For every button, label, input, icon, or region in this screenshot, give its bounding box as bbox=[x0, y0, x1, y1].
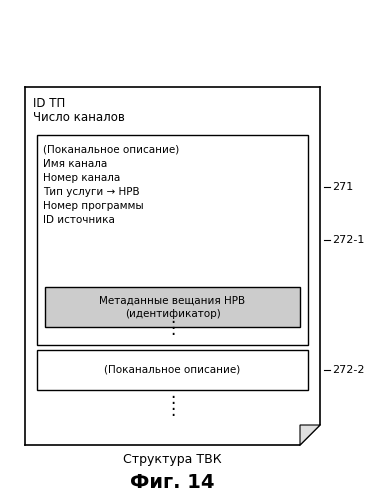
Text: Тип услуги → НРВ: Тип услуги → НРВ bbox=[43, 187, 139, 197]
Bar bbox=[37, 135, 308, 345]
Bar bbox=[25, 87, 320, 445]
Text: ·: · bbox=[170, 314, 175, 332]
Text: Число каналов: Число каналов bbox=[33, 111, 125, 124]
Bar bbox=[37, 350, 308, 390]
Text: ·: · bbox=[170, 320, 175, 338]
Text: ·: · bbox=[170, 407, 175, 425]
Text: 272-1: 272-1 bbox=[332, 235, 364, 245]
Text: (Поканальное описание): (Поканальное описание) bbox=[43, 145, 179, 155]
Polygon shape bbox=[300, 425, 320, 445]
Text: Номер канала: Номер канала bbox=[43, 173, 120, 183]
Text: (идентификатор): (идентификатор) bbox=[125, 309, 220, 319]
Text: Номер программы: Номер программы bbox=[43, 201, 144, 211]
Text: Структура ТВК: Структура ТВК bbox=[123, 452, 222, 466]
Text: 272-2: 272-2 bbox=[332, 365, 364, 375]
Polygon shape bbox=[300, 425, 320, 445]
Text: ·: · bbox=[170, 326, 175, 344]
Text: ·: · bbox=[170, 401, 175, 419]
Bar bbox=[45, 287, 300, 327]
Text: Метаданные вещания НРВ: Метаданные вещания НРВ bbox=[99, 296, 246, 306]
Text: ·: · bbox=[170, 395, 175, 413]
Text: ID источника: ID источника bbox=[43, 215, 115, 225]
Text: ·: · bbox=[170, 389, 175, 407]
Text: ID ТП: ID ТП bbox=[33, 97, 65, 110]
Text: Имя канала: Имя канала bbox=[43, 159, 107, 169]
Text: (Поканальное описание): (Поканальное описание) bbox=[104, 365, 241, 375]
Text: 271: 271 bbox=[332, 182, 353, 192]
Text: Фиг. 14: Фиг. 14 bbox=[130, 472, 215, 492]
